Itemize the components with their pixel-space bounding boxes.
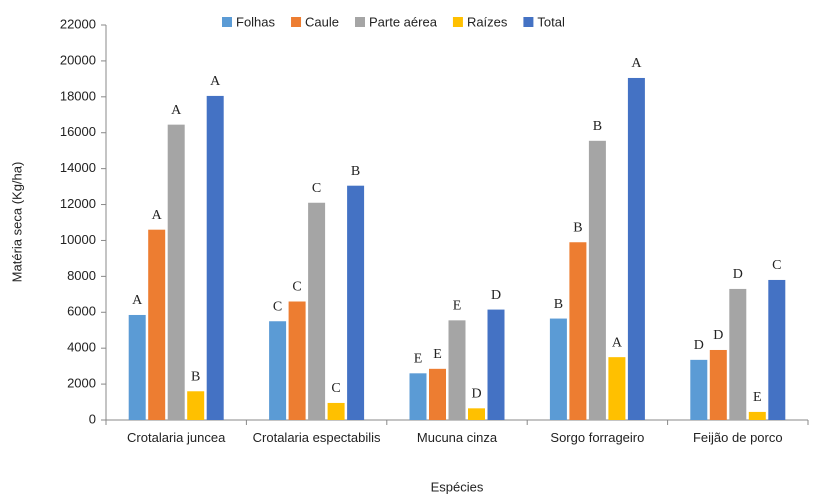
bar — [128, 314, 146, 420]
bar — [288, 301, 306, 420]
y-tick-label: 2000 — [67, 376, 96, 391]
x-tick-label: Mucuna cinza — [416, 430, 498, 445]
bar-letter: B — [573, 220, 582, 235]
bar-letter: B — [351, 164, 360, 179]
bar — [487, 309, 505, 420]
y-tick-label: 4000 — [67, 340, 96, 355]
bar — [347, 185, 365, 420]
bar — [167, 124, 185, 420]
bar-letter: B — [191, 369, 200, 384]
bar-letter: D — [713, 328, 723, 343]
y-tick-label: 6000 — [67, 304, 96, 319]
bar-letter: C — [331, 381, 340, 396]
bar-letter: A — [612, 335, 623, 350]
y-tick-label: 20000 — [60, 52, 96, 67]
y-tick-label: 10000 — [60, 232, 96, 247]
bar-letter: E — [433, 347, 442, 362]
x-tick-label: Crotalaria espectabilis — [252, 430, 381, 445]
legend-swatch — [222, 17, 232, 27]
bar — [187, 391, 205, 420]
legend-label: Total — [537, 14, 565, 29]
legend-label: Raízes — [467, 14, 508, 29]
bar — [327, 402, 345, 420]
bar-letter: C — [772, 258, 781, 273]
bar — [748, 411, 766, 420]
y-tick-label: 0 — [89, 411, 96, 426]
bar-letter: B — [593, 119, 602, 134]
bar-letter: A — [152, 208, 163, 223]
legend-swatch — [452, 17, 463, 27]
bar — [429, 368, 446, 420]
bar-letter: A — [171, 103, 182, 118]
bar — [206, 95, 224, 420]
x-tick-label: Sorgo forrageiro — [550, 430, 645, 445]
bar — [448, 320, 466, 420]
bar — [729, 288, 747, 420]
legend-swatch — [355, 17, 365, 27]
bar — [148, 229, 166, 420]
legend-label: Parte aérea — [369, 14, 438, 29]
bar — [608, 357, 626, 420]
bar — [569, 242, 587, 420]
bar — [269, 321, 287, 420]
bar-letter: A — [132, 293, 143, 308]
legend-swatch — [291, 17, 302, 27]
bar — [549, 318, 567, 420]
bar — [468, 408, 485, 420]
y-tick-label: 22000 — [60, 16, 96, 31]
legend-swatch — [523, 17, 534, 27]
x-tick-label: Crotalaria juncea — [127, 430, 226, 445]
bar-letter: C — [273, 299, 282, 314]
y-tick-label: 8000 — [67, 268, 96, 283]
y-tick-label: 18000 — [60, 88, 96, 103]
bar-letter: D — [733, 267, 743, 282]
bar-letter: C — [312, 181, 321, 196]
bar — [627, 77, 645, 420]
y-tick-label: 14000 — [60, 160, 96, 175]
bar-letter: D — [694, 338, 704, 353]
x-axis-title: Espécies — [431, 479, 484, 494]
bar — [308, 202, 326, 420]
y-axis-title: Matéria seca (Kg/ha) — [9, 162, 24, 283]
legend-label: Caule — [305, 14, 339, 29]
bar — [690, 359, 708, 420]
bar-letter: C — [292, 280, 301, 295]
bar — [768, 279, 786, 420]
bar-letter: E — [753, 390, 762, 405]
bar — [588, 140, 606, 420]
bar-letter: D — [491, 288, 501, 303]
x-tick-label: Feijão de porco — [692, 430, 783, 445]
bar-letter: E — [453, 299, 462, 314]
bar — [709, 349, 727, 420]
bar-letter: D — [471, 387, 481, 402]
bar-letter: E — [414, 352, 423, 367]
legend-label: Folhas — [236, 14, 276, 29]
bar-letter: A — [210, 74, 221, 89]
bar-letter: A — [631, 56, 642, 71]
bar-letter: B — [554, 297, 563, 312]
bar — [409, 373, 427, 420]
y-tick-label: 12000 — [60, 196, 96, 211]
y-tick-label: 16000 — [60, 124, 96, 139]
